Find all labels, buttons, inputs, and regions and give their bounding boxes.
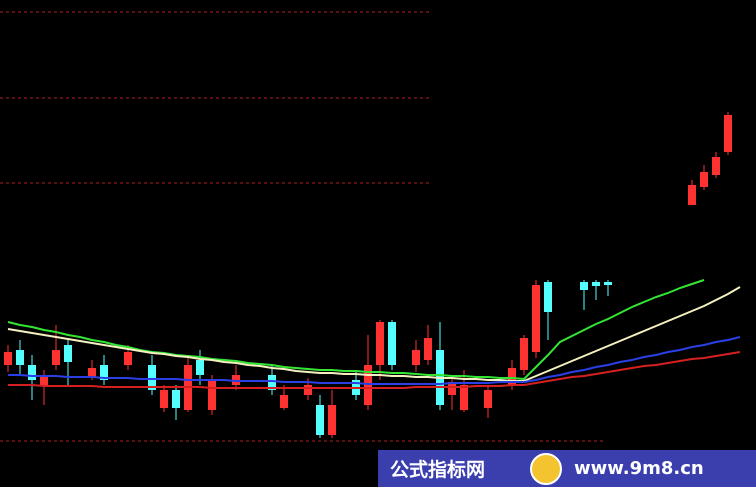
candle-body xyxy=(88,368,96,378)
candle-body xyxy=(64,345,72,362)
watermark: 公式指标网 www.9m8.cn xyxy=(378,450,756,487)
candle-body xyxy=(16,350,24,365)
candle-body xyxy=(388,322,396,365)
candle-body xyxy=(484,390,492,408)
candle-body xyxy=(580,282,588,290)
candle-body xyxy=(208,380,216,410)
candle-body xyxy=(544,282,552,312)
candle-body xyxy=(376,322,384,365)
candle-body xyxy=(172,390,180,408)
candle-body xyxy=(28,365,36,380)
candle-body xyxy=(448,382,456,395)
candle-body xyxy=(124,352,132,365)
candle-body xyxy=(592,282,600,286)
candle-body xyxy=(424,338,432,360)
ma-line xyxy=(8,351,741,389)
candle-body xyxy=(40,375,48,385)
candle-body xyxy=(316,405,324,435)
candle-body xyxy=(4,352,12,365)
candle-body xyxy=(532,285,540,352)
ma-line xyxy=(7,286,741,382)
candle-body xyxy=(712,157,720,175)
candle-body xyxy=(520,338,528,370)
candle-body xyxy=(700,172,708,187)
candle-body xyxy=(100,365,108,380)
candle-body xyxy=(688,185,696,205)
candle-body xyxy=(196,360,204,375)
candle-body xyxy=(268,375,276,390)
candle-body xyxy=(160,390,168,408)
candle-body xyxy=(304,385,312,395)
candle-body xyxy=(412,350,420,365)
candle-body xyxy=(508,368,516,385)
candle-body xyxy=(604,282,612,285)
candle-body xyxy=(280,395,288,408)
watermark-left: 公式指标网 xyxy=(390,459,486,481)
candle-body xyxy=(328,405,336,435)
ma-line xyxy=(7,279,705,381)
candle-body xyxy=(724,115,732,152)
candle-body xyxy=(148,365,156,390)
watermark-right: www.9m8.cn xyxy=(574,458,704,479)
candle-body xyxy=(460,385,468,410)
ma-line xyxy=(8,336,741,385)
coin-icon xyxy=(530,452,562,485)
candle-body xyxy=(52,350,60,365)
